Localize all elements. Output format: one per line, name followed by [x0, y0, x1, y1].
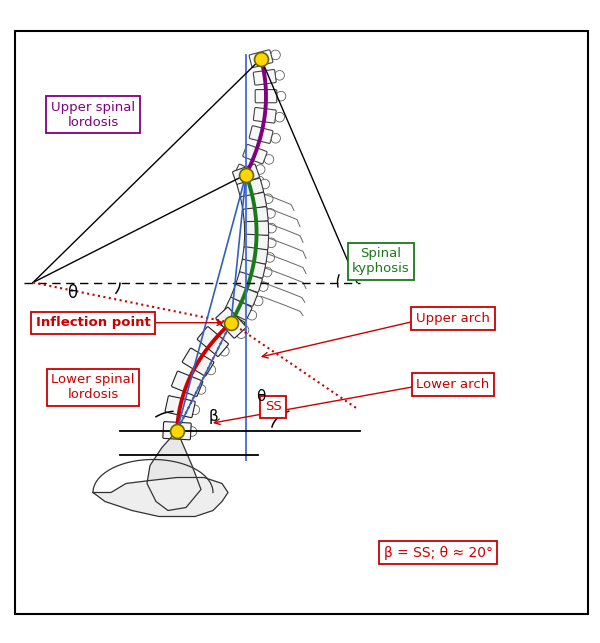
Text: θ: θ: [256, 389, 266, 404]
Circle shape: [266, 208, 275, 218]
FancyBboxPatch shape: [253, 69, 276, 85]
FancyBboxPatch shape: [236, 272, 262, 293]
FancyBboxPatch shape: [172, 371, 203, 397]
Circle shape: [196, 385, 206, 394]
FancyBboxPatch shape: [249, 50, 273, 68]
Circle shape: [187, 427, 197, 437]
Circle shape: [220, 347, 229, 356]
Text: Lower spinal
lordosis: Lower spinal lordosis: [51, 374, 135, 401]
Circle shape: [259, 282, 268, 291]
Circle shape: [275, 71, 284, 80]
FancyBboxPatch shape: [241, 192, 266, 211]
FancyBboxPatch shape: [217, 311, 245, 334]
Text: Spinal
kyphosis: Spinal kyphosis: [352, 248, 410, 275]
Circle shape: [206, 365, 215, 375]
FancyBboxPatch shape: [163, 422, 191, 440]
FancyBboxPatch shape: [244, 221, 269, 236]
Polygon shape: [147, 431, 201, 511]
Circle shape: [265, 253, 275, 262]
Circle shape: [239, 325, 249, 335]
Text: β = SS; θ ≈ 20°: β = SS; θ ≈ 20°: [383, 545, 493, 559]
Circle shape: [190, 405, 200, 415]
FancyBboxPatch shape: [244, 234, 269, 249]
Circle shape: [276, 91, 286, 101]
FancyBboxPatch shape: [216, 307, 246, 338]
Circle shape: [271, 134, 280, 143]
FancyBboxPatch shape: [239, 259, 266, 278]
FancyBboxPatch shape: [237, 178, 263, 198]
Circle shape: [236, 329, 246, 338]
FancyBboxPatch shape: [243, 206, 268, 223]
Text: Upper arch: Upper arch: [416, 312, 490, 325]
Text: Inflection point: Inflection point: [35, 316, 151, 329]
Circle shape: [260, 179, 269, 189]
FancyBboxPatch shape: [234, 164, 258, 185]
FancyBboxPatch shape: [225, 297, 252, 320]
FancyBboxPatch shape: [253, 107, 276, 123]
Text: θ: θ: [67, 284, 77, 302]
FancyBboxPatch shape: [243, 145, 267, 164]
Circle shape: [271, 50, 280, 60]
Circle shape: [266, 238, 276, 248]
Circle shape: [247, 311, 257, 320]
Polygon shape: [93, 478, 228, 516]
FancyBboxPatch shape: [242, 247, 268, 264]
Text: Upper spinal
lordosis: Upper spinal lordosis: [51, 100, 135, 129]
Circle shape: [256, 165, 265, 174]
Text: SS: SS: [265, 400, 281, 413]
Circle shape: [264, 154, 274, 164]
FancyBboxPatch shape: [197, 327, 229, 356]
Circle shape: [262, 267, 272, 277]
Circle shape: [254, 176, 264, 186]
FancyBboxPatch shape: [233, 164, 259, 185]
Circle shape: [253, 296, 263, 306]
Text: β: β: [208, 409, 218, 424]
Circle shape: [263, 194, 273, 204]
Text: Lower arch: Lower arch: [416, 378, 490, 391]
FancyBboxPatch shape: [255, 89, 277, 103]
FancyBboxPatch shape: [165, 395, 195, 417]
Circle shape: [275, 113, 284, 122]
FancyBboxPatch shape: [249, 126, 273, 143]
FancyBboxPatch shape: [182, 348, 214, 376]
Circle shape: [266, 223, 276, 233]
FancyBboxPatch shape: [231, 285, 258, 306]
